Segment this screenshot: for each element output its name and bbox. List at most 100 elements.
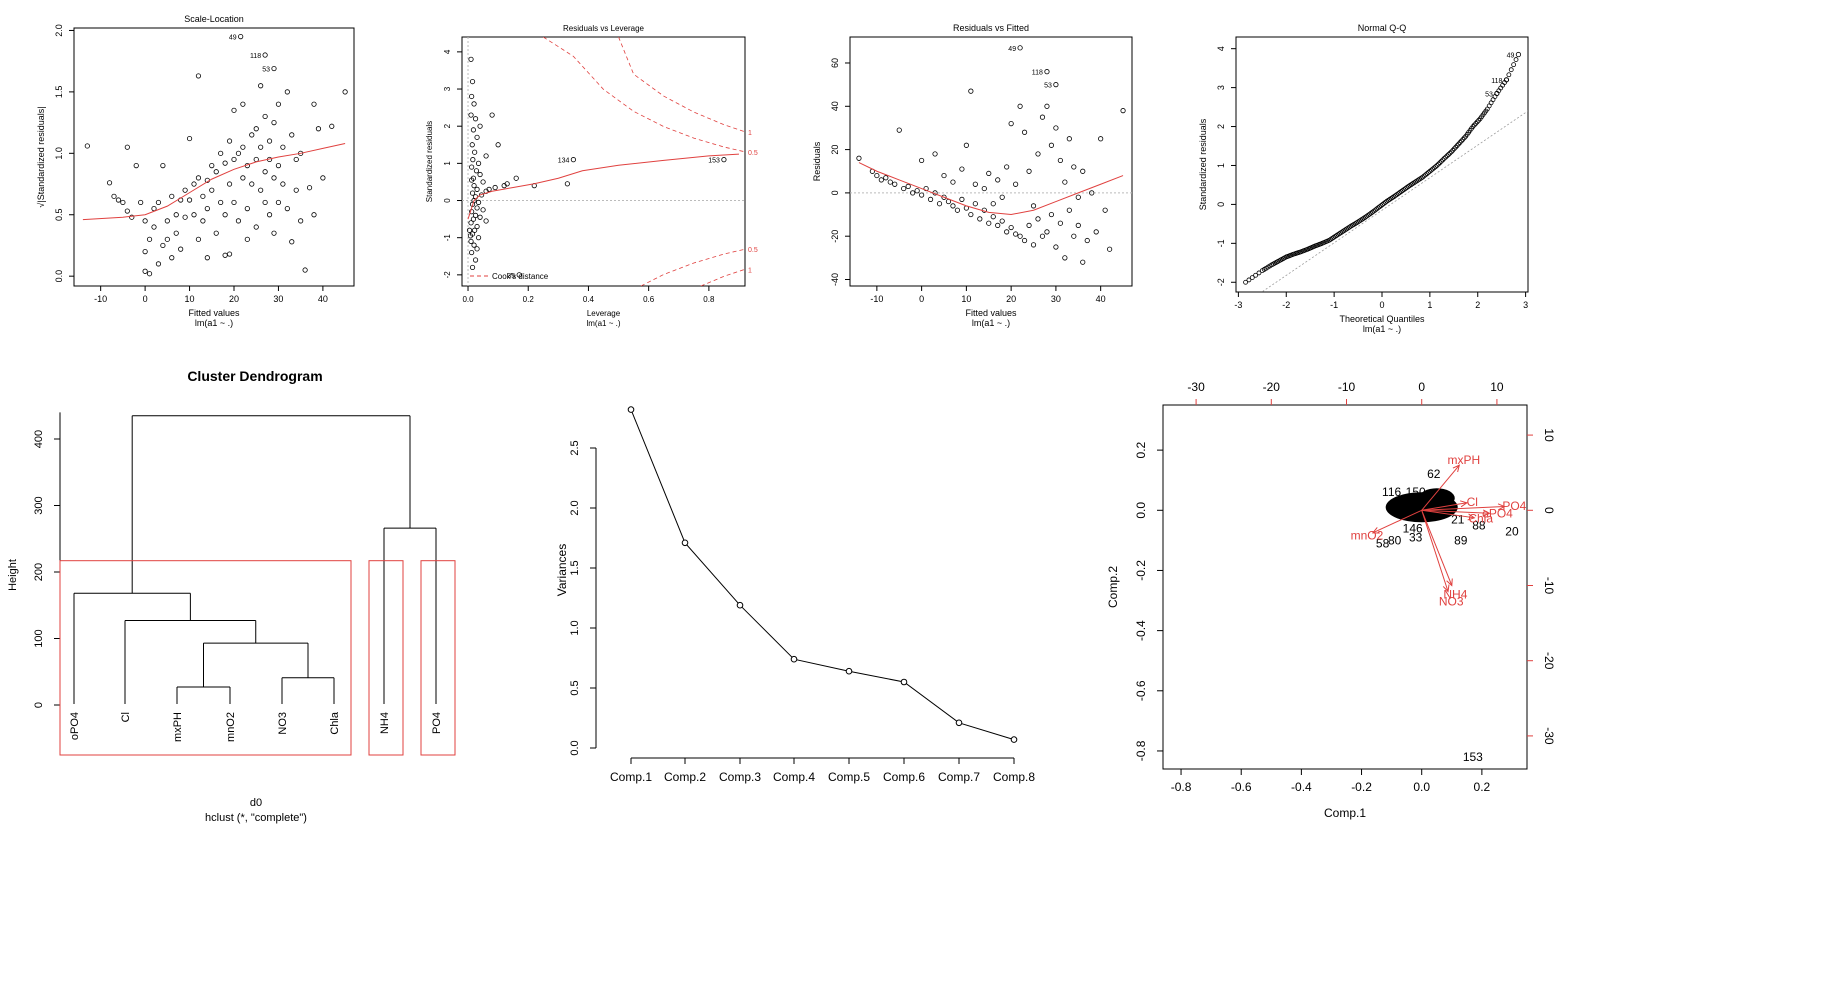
chart-panel-6: -0.8 -0.6 -0.4 -0.2 0.0 0.2 -0.8 -0.6 -0.4 -0.2 0.…	[1106, 380, 1556, 820]
loading-arrowhead	[1371, 527, 1380, 534]
loading-arrowhead	[1482, 509, 1491, 517]
leaf-label: NH4	[379, 712, 391, 734]
point-label: 118	[1491, 78, 1502, 85]
data-point	[1080, 168, 1086, 174]
data-point	[1066, 136, 1072, 142]
x-axis-label: Fitted values	[188, 308, 240, 318]
x-tick-label: Comp.3	[719, 770, 761, 784]
y-tick-label: 2	[1216, 124, 1226, 129]
data-point	[469, 142, 475, 148]
data-point	[284, 89, 290, 95]
data-point	[467, 233, 474, 239]
data-point	[315, 126, 322, 132]
plot-frame	[849, 36, 1133, 287]
loading-arrow	[1372, 509, 1422, 534]
data-point	[209, 163, 215, 169]
plot-frame	[1162, 404, 1528, 770]
x-tick-label: 0.4	[583, 295, 595, 304]
data-point	[173, 230, 179, 236]
data-point	[84, 143, 90, 149]
data-point	[790, 655, 798, 663]
data-point	[1071, 164, 1077, 170]
leaf-label: mxPH	[172, 712, 184, 742]
loading-label: NO3	[1439, 594, 1464, 608]
y-tick-label: 2	[443, 123, 452, 128]
data-point	[1431, 165, 1437, 171]
data-point	[240, 175, 246, 181]
data-point	[1421, 173, 1427, 179]
point-label: 53	[262, 67, 270, 74]
data-point	[489, 112, 495, 118]
loading-label: NH4	[1443, 588, 1467, 602]
data-point	[492, 184, 498, 191]
leaf-label: mnO2	[225, 712, 237, 742]
data-point	[1075, 194, 1081, 200]
data-point	[627, 406, 635, 413]
data-point	[1026, 222, 1032, 228]
data-point	[516, 272, 522, 278]
data-point	[721, 157, 727, 163]
chart-panel-2: Residuals vs Fitted -10 0 10 20 30 40 -40 -20 0 20…	[812, 23, 1133, 328]
data-point	[1447, 150, 1453, 156]
y-tick-label: 1.0	[569, 620, 581, 635]
y-tick-label: 0.0	[569, 740, 581, 755]
data-point	[468, 238, 474, 245]
data-point	[293, 187, 299, 193]
chart-title: Scale-Location	[184, 14, 244, 24]
data-point	[1044, 69, 1050, 75]
data-point	[1053, 244, 1059, 250]
data-point	[311, 212, 317, 218]
leaf-label: oPO4	[69, 712, 81, 740]
y-tick-label: 0.5	[569, 680, 581, 695]
data-point	[1107, 246, 1113, 252]
data-point	[271, 120, 277, 126]
loading-arrow	[1421, 509, 1475, 519]
x-axis-label: Comp.1	[1324, 806, 1366, 820]
data-point	[178, 246, 184, 252]
y-tick-label: -1	[443, 234, 452, 242]
data-point	[1256, 270, 1262, 276]
x-tick-label: 10	[961, 294, 971, 304]
point-label: 49	[229, 35, 237, 42]
y-tick-label: 0	[830, 190, 840, 195]
data-point	[474, 246, 480, 252]
y-tick-label: -0.4	[1134, 620, 1148, 641]
data-point	[472, 149, 478, 155]
x-tick-label: 40	[318, 294, 328, 304]
data-point	[164, 218, 170, 224]
x-tick-label: -2	[1282, 300, 1290, 310]
data-point	[311, 101, 317, 107]
data-point	[142, 268, 148, 274]
data-point	[262, 113, 268, 120]
data-point	[474, 223, 480, 230]
x-axis-sublabel: lm(a1 ~ .)	[972, 318, 1010, 328]
data-point	[892, 181, 898, 187]
data-point	[258, 187, 264, 193]
data-point	[981, 185, 987, 192]
data-point	[1440, 157, 1446, 163]
data-point	[1013, 231, 1019, 237]
data-point	[941, 194, 947, 200]
point-label: 134	[558, 158, 570, 165]
x-axis-sublabel: lm(a1 ~ .)	[195, 318, 233, 328]
x-tick-label: Comp.2	[664, 770, 706, 784]
data-point	[883, 175, 889, 181]
data-point	[1503, 77, 1510, 83]
data-point	[564, 181, 570, 187]
data-point	[1004, 229, 1010, 235]
x-tick-label: 0	[1379, 300, 1384, 310]
y-tick-label: 100	[33, 629, 45, 647]
data-point	[469, 164, 475, 170]
data-point	[927, 196, 934, 202]
y-tick-label: 40	[830, 101, 840, 111]
data-point	[887, 179, 893, 185]
data-point	[480, 179, 486, 185]
data-point	[919, 157, 925, 164]
point-label: 49	[1008, 46, 1016, 53]
x-tick-label: -3	[1234, 300, 1242, 310]
x-axis-sublabel: lm(a1 ~ .)	[586, 319, 620, 328]
data-point	[1044, 103, 1050, 109]
chart-title: Residuals vs Fitted	[953, 23, 1029, 33]
data-point	[1446, 152, 1451, 157]
